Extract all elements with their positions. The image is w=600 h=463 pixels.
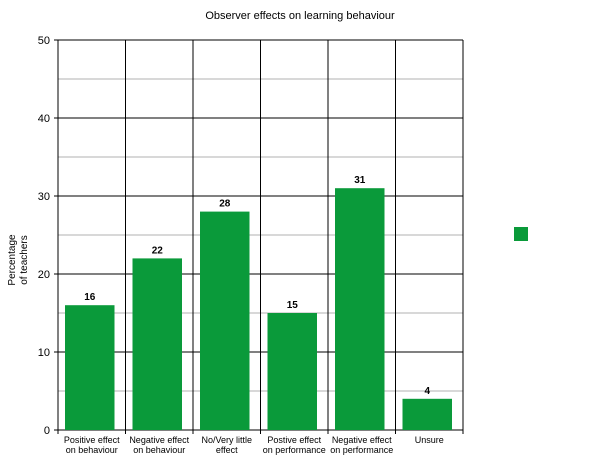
data-label-3: 15 [287,300,299,311]
x-tick-label-1-0: Negative effect [129,435,189,445]
bar-0 [65,305,115,430]
y-tick-label-3: 30 [38,191,50,203]
x-tick-label-4-0: Negative effect [332,435,392,445]
y-tick-label-1: 10 [38,347,50,359]
x-tick-label-1-1: on behaviour [133,445,185,455]
x-tick-label-2-1: effect [216,445,238,455]
x-tick-label-3-0: Postive effect [267,435,321,445]
chart-title: Observer effects on learning behaviour [205,10,395,22]
y-tick-label-0: 0 [44,425,50,437]
legend-swatch [514,227,528,241]
y-tick-label-2: 20 [38,269,50,281]
x-tick-label-0-0: Positive effect [64,435,120,445]
x-tick-label-4-1: on performance [330,445,393,455]
data-label-4: 31 [354,175,366,186]
y-tick-label-4: 40 [38,113,50,125]
bar-2 [200,211,250,430]
data-label-2: 28 [219,199,231,210]
data-label-5: 4 [424,386,430,397]
x-tick-label-3-1: on performance [263,445,326,455]
bar-5 [402,398,452,430]
x-tick-label-0-1: on behaviour [66,445,118,455]
bar-1 [132,258,182,430]
bar-4 [335,188,385,430]
x-tick-label-2-0: No/Very little [201,435,252,445]
data-label-1: 22 [152,245,164,256]
bar-3 [267,313,317,430]
y-tick-label-5: 50 [38,35,50,47]
x-tick-label-5-0: Unsure [415,435,444,445]
data-label-0: 16 [84,292,96,303]
